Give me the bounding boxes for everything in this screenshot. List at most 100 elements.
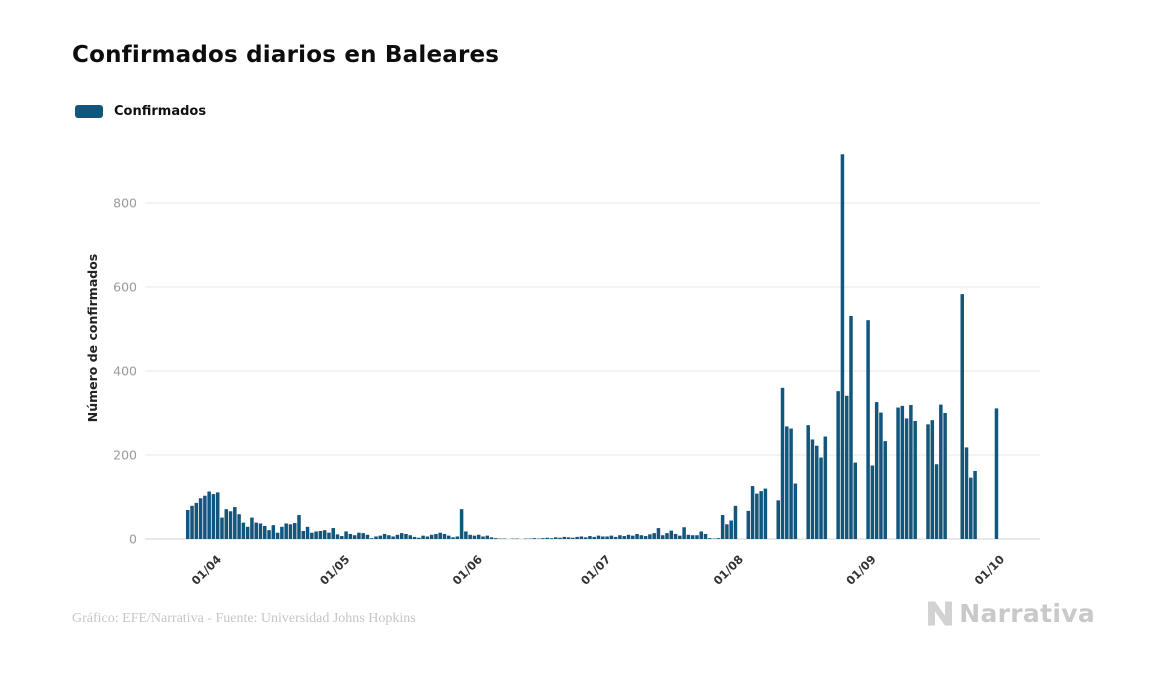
bar[interactable] xyxy=(322,530,327,539)
bar[interactable] xyxy=(455,536,460,539)
bar[interactable] xyxy=(939,404,943,539)
bar[interactable] xyxy=(395,534,400,539)
bar[interactable] xyxy=(562,536,567,539)
bar[interactable] xyxy=(874,402,879,539)
bar[interactable] xyxy=(558,537,562,539)
bar[interactable] xyxy=(896,407,900,539)
bar[interactable] xyxy=(340,536,344,539)
bar[interactable] xyxy=(220,517,224,539)
bar[interactable] xyxy=(263,525,267,539)
bar[interactable] xyxy=(190,505,194,539)
bar[interactable] xyxy=(618,535,622,539)
bar[interactable] xyxy=(793,483,798,539)
bar[interactable] xyxy=(442,533,447,539)
bar[interactable] xyxy=(592,536,597,539)
bar[interactable] xyxy=(494,538,498,539)
bar[interactable] xyxy=(789,428,793,539)
bar[interactable] xyxy=(575,536,579,539)
bar[interactable] xyxy=(678,535,682,539)
bar[interactable] xyxy=(943,413,947,539)
bar[interactable] xyxy=(964,447,969,539)
bar[interactable] xyxy=(233,507,237,539)
bar[interactable] xyxy=(361,533,365,539)
bar[interactable] xyxy=(485,535,490,539)
bar[interactable] xyxy=(686,534,691,539)
bar[interactable] xyxy=(853,462,858,539)
bar[interactable] xyxy=(900,405,905,539)
bar[interactable] xyxy=(926,424,930,539)
bar[interactable] xyxy=(348,533,353,539)
bar[interactable] xyxy=(840,154,845,539)
bar[interactable] xyxy=(973,470,977,539)
bar[interactable] xyxy=(541,538,545,539)
bar[interactable] xyxy=(399,533,404,539)
bar[interactable] xyxy=(481,536,485,539)
bar[interactable] xyxy=(866,320,870,539)
bar[interactable] xyxy=(716,538,721,539)
bar[interactable] xyxy=(605,536,609,539)
bar[interactable] xyxy=(327,532,331,539)
bar[interactable] xyxy=(656,528,661,539)
bar[interactable] xyxy=(669,530,674,539)
bar[interactable] xyxy=(682,527,686,539)
bar[interactable] xyxy=(613,536,618,539)
bar[interactable] xyxy=(198,498,203,539)
bar[interactable] xyxy=(913,420,917,539)
bar[interactable] xyxy=(571,537,575,539)
bar[interactable] xyxy=(588,536,592,539)
bar[interactable] xyxy=(365,534,370,539)
bar[interactable] xyxy=(708,538,712,539)
bar[interactable] xyxy=(203,495,207,539)
bar[interactable] xyxy=(725,524,729,539)
bar[interactable] xyxy=(960,294,964,539)
bar[interactable] xyxy=(545,537,549,539)
bar[interactable] xyxy=(292,523,297,539)
bar[interactable] xyxy=(626,534,631,539)
bar[interactable] xyxy=(532,538,537,539)
bar[interactable] xyxy=(245,526,250,539)
bar[interactable] xyxy=(870,465,875,540)
bar[interactable] xyxy=(579,536,584,539)
bar[interactable] xyxy=(258,523,263,539)
bar[interactable] xyxy=(733,505,738,539)
bar[interactable] xyxy=(374,536,378,539)
bar[interactable] xyxy=(412,536,417,539)
bar[interactable] xyxy=(369,538,374,539)
legend-item-confirmados[interactable]: Confirmados xyxy=(75,104,206,119)
bar[interactable] xyxy=(690,535,695,539)
bar[interactable] xyxy=(815,445,819,539)
bar[interactable] xyxy=(601,536,605,539)
bar[interactable] xyxy=(378,535,383,539)
bar[interactable] xyxy=(648,534,652,539)
bar[interactable] xyxy=(310,532,314,539)
bar[interactable] xyxy=(207,491,211,539)
bar[interactable] xyxy=(228,511,233,539)
bar[interactable] xyxy=(425,536,430,539)
bar[interactable] xyxy=(224,509,229,539)
bar[interactable] xyxy=(284,523,288,539)
bar[interactable] xyxy=(447,535,451,539)
bar[interactable] xyxy=(250,517,254,539)
bar[interactable] xyxy=(879,412,883,539)
bar[interactable] xyxy=(639,535,644,539)
bar[interactable] xyxy=(836,391,840,539)
bar[interactable] xyxy=(335,534,340,539)
bar[interactable] xyxy=(408,535,413,539)
bar[interactable] xyxy=(823,436,828,539)
bar[interactable] xyxy=(215,492,220,539)
bar[interactable] xyxy=(382,533,387,539)
bar[interactable] xyxy=(489,537,494,539)
bar[interactable] xyxy=(755,493,759,539)
bar[interactable] xyxy=(241,522,246,539)
bar[interactable] xyxy=(468,534,472,539)
bar[interactable] xyxy=(780,387,785,539)
bar[interactable] xyxy=(750,486,755,539)
bar[interactable] xyxy=(583,537,588,539)
bar[interactable] xyxy=(810,439,815,539)
bar[interactable] xyxy=(703,533,708,539)
bar[interactable] xyxy=(720,515,725,539)
bar[interactable] xyxy=(472,535,477,539)
bar[interactable] xyxy=(763,488,768,539)
bar[interactable] xyxy=(275,532,280,539)
bar[interactable] xyxy=(643,536,648,539)
